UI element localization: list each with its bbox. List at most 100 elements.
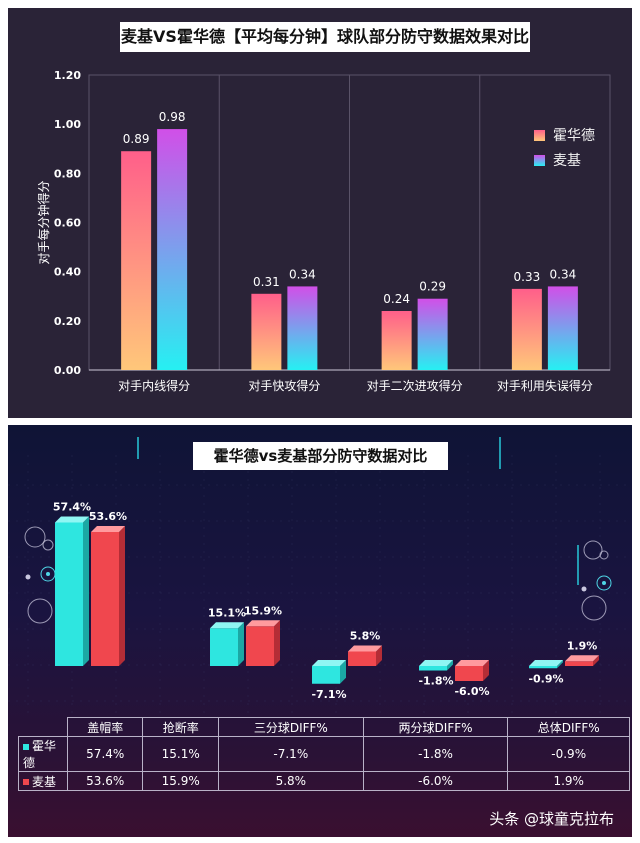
row-name: 麦基 (32, 774, 57, 789)
bar-mcgee (348, 651, 376, 666)
legend-label-huoward: 霍华德 (553, 128, 595, 144)
comparison-data-table: 盖帽率 抢断率 三分球DIFF% 两分球DIFF% 总体DIFF% 霍华德 57… (18, 717, 630, 791)
table-header-row: 盖帽率 抢断率 三分球DIFF% 两分球DIFF% 总体DIFF% (18, 717, 630, 737)
bar-mcgee (417, 298, 448, 370)
bar-mcgee-top (91, 526, 125, 532)
decorative-dot (581, 586, 587, 592)
bar-value-label: -1.8% (418, 675, 453, 688)
bar-mcgee-top (565, 655, 599, 662)
table-cell: 15.9% (142, 771, 219, 791)
defense-comparison-panel: 57.4% 53.6% 15.1% 15.9% -7.1% 5.8% -1.8% -6.0% -… (8, 425, 632, 837)
bar-value-label: 15.9% (244, 604, 282, 617)
bar-huoward (381, 311, 412, 370)
bar-value-label: -6.0% (454, 685, 489, 698)
table-cell: 15.1% (142, 736, 219, 772)
decorative-ring (599, 550, 609, 560)
chart1-title: 麦基VS霍华德【平均每分钟】球队部分防守数据效果对比 (120, 22, 530, 52)
row-name: 霍华德 (23, 739, 57, 770)
bar-huoward (210, 628, 238, 666)
bar-huoward-top (419, 660, 453, 666)
bar-mcgee (547, 286, 578, 370)
bar-value-label: 0.98 (159, 110, 186, 124)
bar-mcgee (246, 626, 274, 666)
bar-value-label: -7.1% (311, 688, 346, 701)
table-corner-cell (18, 717, 68, 737)
bar-value-label: 0.33 (514, 270, 541, 284)
bar-value-label: -0.9% (528, 672, 563, 685)
table-cell: 5.8% (217, 771, 364, 791)
table-row-label-huoward: 霍华德 (18, 736, 68, 772)
table-row: 霍华德 57.4% 15.1% -7.1% -1.8% -0.9% (18, 736, 630, 772)
y-tick-label: 0.00 (54, 364, 81, 377)
bar-value-label: 0.31 (253, 275, 280, 289)
y-tick-label: 0.20 (54, 315, 81, 328)
table-cell: -1.8% (362, 736, 509, 772)
decorative-target-icon (596, 575, 612, 591)
bar-huoward-side (83, 516, 89, 666)
bar-mcgee-side (119, 526, 125, 666)
bar-value-label: 1.9% (567, 639, 598, 652)
table-cell: 57.4% (66, 736, 144, 772)
x-tick-label: 对手利用失误得分 (497, 378, 593, 393)
table-cell: 53.6% (66, 771, 144, 791)
y-tick-label: 0.80 (54, 167, 81, 180)
table-header-cell: 抢断率 (142, 717, 219, 737)
bar-huoward-side (447, 660, 453, 671)
bar-huoward (529, 666, 557, 669)
table-header-cell: 总体DIFF% (507, 717, 630, 737)
bar-mcgee-side (593, 655, 599, 666)
legend-swatch-huoward (534, 129, 545, 141)
bar-mcgee-side (483, 660, 489, 681)
bar-huoward (55, 522, 83, 666)
chart2-title: 霍华德vs麦基部分防守数据对比 (193, 442, 448, 470)
legend-item-mcgee: 麦基 (534, 150, 581, 170)
table-header-cell: 盖帽率 (66, 717, 144, 737)
bar-huoward-side (340, 660, 346, 684)
bar-huoward (419, 666, 447, 671)
decorative-ring (24, 526, 46, 548)
bar-mcgee (455, 666, 483, 681)
bar-mcgee-side (274, 620, 280, 666)
table-row-label-mcgee: 麦基 (18, 771, 68, 791)
table-cell: -6.0% (362, 771, 509, 791)
decorative-target-dot (46, 572, 50, 576)
decorative-ring (42, 539, 54, 551)
x-tick-label: 对手二次进攻得分 (367, 378, 463, 393)
decorative-ring (27, 598, 53, 624)
bar-mcgee-side (376, 645, 382, 666)
decorative-target-dot (602, 581, 606, 585)
bar-value-label: 0.29 (419, 280, 446, 294)
table-swatch-mcgee (23, 779, 29, 785)
bar-mcgee-top (348, 645, 382, 652)
decorative-dot (25, 574, 31, 580)
table-swatch-huoward (23, 743, 29, 750)
table-header-cell: 三分球DIFF% (217, 717, 364, 737)
bar-huoward-top (55, 516, 89, 523)
bar-value-label: 0.89 (123, 132, 150, 146)
bar-value-label: 5.8% (350, 630, 381, 643)
table-cell: -7.1% (217, 736, 364, 772)
chart1-svg: 0.00 0.20 0.40 0.60 0.80 1.00 1.20 对手每分钟得分 0.89 0… (36, 69, 611, 393)
bar-huoward (251, 293, 282, 370)
bar-huoward-top (312, 660, 346, 666)
bar-mcgee-top (455, 660, 489, 666)
table-header-cell: 两分球DIFF% (362, 717, 509, 737)
bar-huoward-top (529, 660, 563, 666)
table-row: 麦基 53.6% 15.9% 5.8% -6.0% 1.9% (18, 771, 630, 791)
source-watermark: 头条 @球童克拉布 (489, 810, 614, 828)
bar-mcgee (91, 532, 119, 666)
decorative-ring (583, 540, 603, 560)
legend-label-mcgee: 麦基 (553, 153, 581, 169)
chart2-svg: 57.4%53.6% 15.1%15.9% -7.1% 5.8% -1.8%-6.0% -… (8, 437, 632, 715)
y-tick-label: 0.40 (54, 266, 81, 279)
bar-mcgee (565, 661, 593, 666)
x-tick-label: 对手快攻得分 (248, 378, 320, 393)
bar-value-label: 53.6% (89, 510, 127, 523)
table-cell: -0.9% (507, 736, 630, 772)
y-axis-label: 对手每分钟得分 (36, 180, 51, 264)
y-tick-label: 1.00 (54, 118, 81, 131)
bar-huoward (511, 288, 542, 370)
bar-value-label: 0.34 (550, 267, 577, 281)
bar-value-label: 0.24 (383, 292, 410, 306)
bar-mcgee (157, 129, 188, 370)
